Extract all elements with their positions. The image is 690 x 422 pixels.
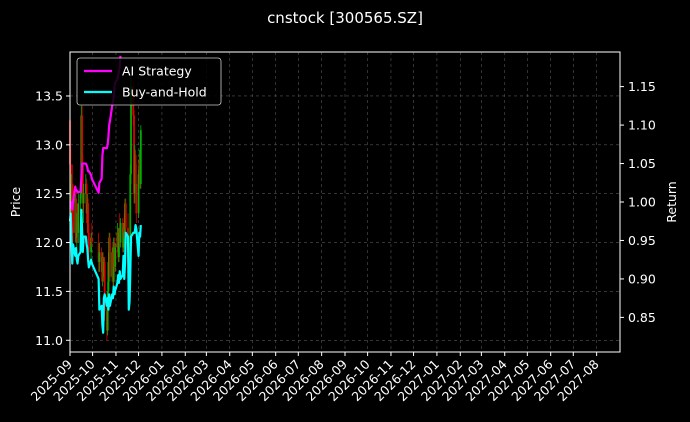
y2-tick-label: 0.90 bbox=[628, 271, 656, 286]
y-tick-label: 12.5 bbox=[35, 186, 63, 201]
candle-body bbox=[103, 262, 106, 311]
chart-title: cnstock [300565.SZ] bbox=[267, 9, 423, 27]
candle-body bbox=[82, 193, 85, 204]
candle-body bbox=[85, 183, 88, 214]
candle-body bbox=[90, 237, 93, 243]
y2-tick-label: 1.00 bbox=[628, 195, 656, 210]
legend-label: AI Strategy bbox=[122, 64, 192, 79]
candle-body bbox=[81, 164, 84, 204]
candle-body bbox=[109, 237, 111, 277]
y-tick-label: 13.5 bbox=[35, 88, 63, 103]
legend: AI Strategy Buy-and-Hold bbox=[76, 57, 222, 106]
candle-body bbox=[122, 227, 125, 248]
candle-body bbox=[81, 115, 83, 165]
candle-body bbox=[79, 193, 82, 204]
price-candles bbox=[69, 76, 142, 341]
candle-body bbox=[130, 86, 132, 175]
candle-body bbox=[98, 252, 101, 263]
candle-body bbox=[135, 183, 138, 214]
candle-body bbox=[114, 247, 117, 267]
candle-body bbox=[87, 203, 89, 233]
candle-body bbox=[129, 174, 132, 248]
legend-label: Buy-and-Hold bbox=[122, 85, 207, 100]
candle-body bbox=[124, 203, 127, 228]
y2-tick-label: 0.95 bbox=[628, 233, 656, 248]
y-axis-label: Price bbox=[8, 186, 23, 217]
y2-tick-label: 0.85 bbox=[628, 310, 656, 325]
candle-body bbox=[107, 262, 110, 292]
candle-body bbox=[77, 203, 80, 233]
candle-body bbox=[134, 154, 137, 184]
y2-tick-label: 1.15 bbox=[628, 79, 656, 94]
candle-body bbox=[72, 203, 74, 233]
y2-tick-label: 1.10 bbox=[628, 118, 656, 133]
candle-body bbox=[87, 232, 90, 253]
legend-box bbox=[76, 57, 222, 106]
candle-body bbox=[75, 198, 77, 238]
candle-body bbox=[118, 232, 120, 258]
candle-body bbox=[90, 237, 92, 253]
y-tick-label: 11.0 bbox=[35, 333, 63, 348]
candle-body bbox=[139, 130, 142, 184]
y2-tick-label: 1.05 bbox=[628, 156, 656, 171]
y2-axis-label: Return bbox=[664, 181, 679, 222]
y-tick-label: 12.0 bbox=[35, 235, 63, 250]
y-tick-label: 13.0 bbox=[35, 137, 63, 152]
candle-body bbox=[137, 174, 140, 214]
series-line-buy-and-hold bbox=[68, 208, 142, 334]
candle-body bbox=[71, 183, 74, 204]
candle-body bbox=[119, 223, 122, 243]
y-tick-label: 11.5 bbox=[35, 284, 63, 299]
candle-body bbox=[106, 291, 109, 331]
